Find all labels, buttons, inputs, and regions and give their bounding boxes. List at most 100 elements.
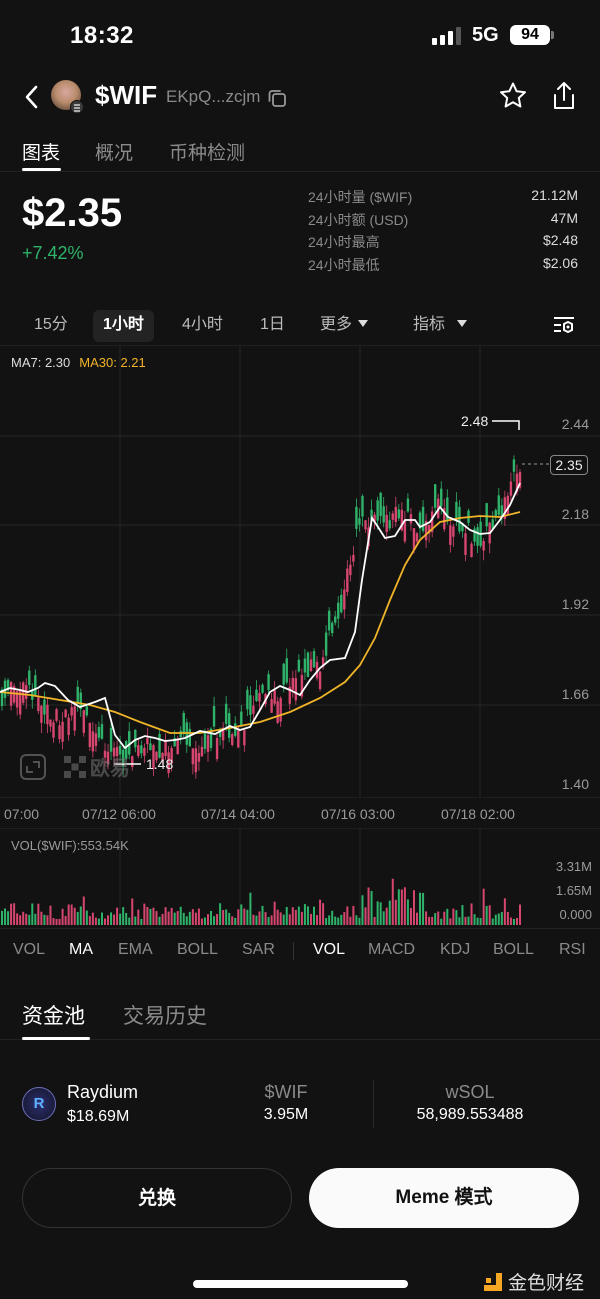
tab-chart[interactable]: 图表 (22, 143, 61, 164)
network-type: 5G (472, 24, 499, 46)
pool-token-a: $WIF 3.95M (236, 1078, 336, 1124)
battery-tip (551, 31, 554, 39)
status-time: 18:32 (70, 22, 134, 49)
pool-token-b: wSOL 58,989.553488 (395, 1078, 545, 1124)
high-marker-label: 2.48 (461, 413, 489, 429)
timeframe-1h[interactable]: 1小时 (93, 310, 154, 342)
y-axis-tick: 2.44 (561, 416, 589, 432)
brand-watermark: 金色财经 (484, 1268, 584, 1295)
pool-tabs: 资金池 交易历史 (0, 998, 600, 1040)
share-icon[interactable] (548, 80, 580, 112)
token-header: $WIF EKpQ...zcjm (0, 76, 600, 118)
pool-token-b-symbol: wSOL (445, 1082, 495, 1102)
ma7-value: MA7: 2.30 (11, 355, 71, 370)
indicator-main-sar[interactable]: SAR (242, 941, 275, 958)
timeframe-label: 指标 (413, 316, 446, 333)
pool-tvl: $18.69M (67, 1108, 130, 1125)
volume-bars (1, 829, 521, 927)
raydium-icon (22, 1087, 56, 1121)
current-price-tag: 2.35 (550, 455, 588, 475)
volume-y-tick: 1.65M (555, 883, 592, 898)
stat-value: 47M (550, 209, 578, 226)
timeframe-bar: 15分 1小时 4小时 1日 更多 指标 (0, 310, 600, 346)
stat-label: 24小时最低 (308, 256, 380, 273)
candlestick-chart (0, 346, 600, 798)
x-axis-tick: 07:00 (4, 806, 40, 822)
tab-trade-history[interactable]: 交易历史 (123, 1005, 207, 1028)
current-price: $2.35 (22, 191, 123, 235)
ma-legend: MA7: 2.30 MA30: 2.21 (11, 355, 146, 370)
volume-y-tick: 0.000 (559, 907, 592, 922)
pool-token-a-symbol: $WIF (264, 1082, 308, 1102)
watermark: 欧易 (20, 752, 130, 781)
back-chevron-icon (25, 85, 38, 109)
okx-logo: 欧易 (64, 752, 130, 781)
brand-text: 金色财经 (508, 1273, 585, 1294)
pool-divider (373, 1080, 374, 1128)
ma30-line (0, 511, 521, 734)
indicator-main-boll[interactable]: BOLL (177, 941, 218, 958)
candles (0, 455, 522, 779)
timeframe-1d[interactable]: 1日 (250, 310, 295, 342)
indicator-sub-kdj[interactable]: KDJ (440, 941, 471, 958)
fullscreen-icon[interactable] (20, 753, 46, 780)
battery-icon: 94 (510, 25, 550, 45)
chain-badge-icon (70, 100, 84, 114)
price-change: +7.42% (22, 243, 84, 263)
status-bar: 18:32 5G 94 (0, 0, 600, 72)
indicator-main-vol[interactable]: VOL (13, 941, 46, 958)
timeframe-label: 更多 (320, 316, 353, 333)
high-marker-line (492, 420, 520, 430)
pool-tab-underline (22, 1037, 90, 1040)
swap-button[interactable]: 兑换 (22, 1168, 292, 1228)
chart-settings-button[interactable] (553, 315, 575, 335)
timeframe-more-dropdown[interactable]: 更多 (310, 310, 378, 342)
ma7-line (0, 482, 521, 750)
ma30-value: MA30: 2.21 (79, 355, 146, 370)
volume-y-tick: 3.31M (555, 859, 592, 874)
pool-token-a-amount: 3.95M (263, 1106, 309, 1123)
x-axis-tick: 07/12 06:00 (82, 806, 156, 822)
stat-24h-low: 24小时最低 $2.06 (308, 255, 578, 278)
timeframe-15m[interactable]: 15分 (24, 310, 78, 342)
x-axis: 07:00 07/12 06:00 07/14 04:00 07/16 03:0… (0, 797, 600, 829)
tab-liquidity-pool[interactable]: 资金池 (22, 1005, 85, 1028)
caret-down-icon (358, 320, 369, 327)
copy-icon[interactable] (266, 87, 288, 109)
signal-icon (432, 27, 461, 45)
meme-mode-button[interactable]: Meme 模式 (309, 1168, 579, 1228)
indicator-main-ma[interactable]: MA (69, 941, 93, 958)
indicator-sub-macd[interactable]: MACD (368, 941, 416, 958)
indicators-dropdown[interactable]: 指标 (403, 310, 477, 342)
y-axis-tick: 2.18 (561, 506, 589, 522)
low-marker-label: 1.48 (146, 756, 174, 772)
indicator-sub-vol[interactable]: VOL (313, 941, 346, 958)
stat-value: 21.12M (531, 187, 578, 203)
pool-row[interactable]: Raydium $18.69M $WIF 3.95M wSOL 58,989.5… (0, 1078, 600, 1128)
back-button[interactable] (18, 80, 48, 114)
brand-logo-icon (484, 1272, 502, 1291)
price-chart[interactable]: MA7: 2.30 MA30: 2.21 (0, 346, 600, 798)
indicator-bar: VOL MA EMA BOLL SAR VOL MACD KDJ BOLL RS… (0, 928, 600, 970)
tab-overview[interactable]: 概况 (95, 143, 134, 164)
y-axis-tick: 1.92 (561, 596, 589, 612)
stat-value: $2.06 (542, 254, 578, 271)
timeframe-label: 1小时 (103, 316, 144, 333)
indicator-divider (293, 942, 294, 960)
timeframe-4h[interactable]: 4小时 (172, 310, 233, 342)
indicator-sub-boll[interactable]: BOLL (493, 941, 534, 958)
indicator-sub-rsi[interactable]: RSI (559, 941, 586, 958)
chart-settings-icon (554, 317, 574, 334)
indicator-main-ema[interactable]: EMA (118, 941, 153, 958)
x-axis-tick: 07/18 02:00 (441, 806, 515, 822)
watermark-text: 欧易 (90, 758, 130, 780)
timeframe-label: 4小时 (182, 316, 223, 333)
tab-underline (22, 168, 61, 171)
stat-24h-high: 24小时最高 $2.48 (308, 232, 578, 255)
star-icon[interactable] (497, 80, 529, 112)
stat-24h-amount: 24小时额 (USD) 47M (308, 210, 578, 233)
volume-chart[interactable]: VOL($WIF):553.54K 3.31M 1.65M 0.000 (0, 829, 600, 927)
stat-label: 24小时额 (USD) (308, 211, 409, 228)
caret-down-icon (457, 320, 468, 327)
tab-token-check[interactable]: 币种检测 (169, 143, 246, 164)
